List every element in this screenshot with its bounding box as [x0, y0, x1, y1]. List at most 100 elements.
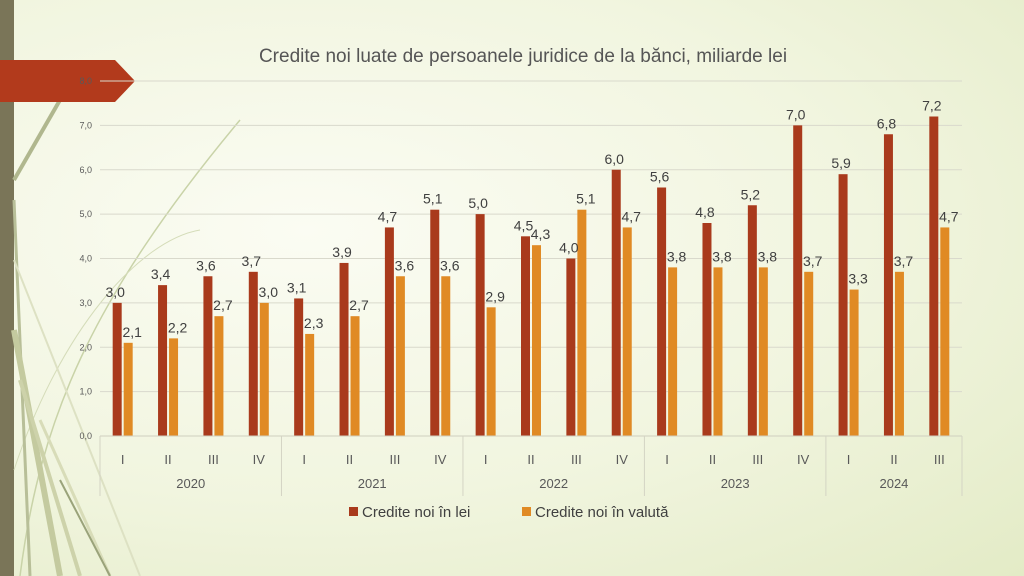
bar-lei: [883, 134, 893, 436]
data-label: 3,8: [712, 248, 732, 264]
data-label: 3,7: [894, 253, 914, 269]
bar-valuta: [804, 271, 814, 436]
legend-label: Credite noi în valută: [535, 504, 669, 521]
bar-valuta: [758, 267, 768, 436]
x-tick-label: III: [752, 452, 763, 467]
x-tick-label: III: [208, 452, 219, 467]
y-tick-label: 5,0: [79, 209, 92, 219]
data-label: 4,7: [622, 208, 642, 224]
data-labels: 3,0 2,1 3,4 2,2 3,6 2,7 3,7 3,0 3,1 2,3 3,9 2,7 4,7 3…: [105, 98, 958, 340]
bar-lei: [611, 169, 621, 436]
bar-lei: [294, 298, 304, 436]
data-label: 3,6: [196, 257, 216, 273]
x-year-label: 2020: [176, 476, 205, 491]
x-tick-label: I: [121, 452, 125, 467]
data-label: 2,7: [213, 297, 233, 313]
data-label: 3,3: [848, 271, 868, 287]
bar-valuta: [214, 316, 224, 436]
red-arrow-tab: [0, 60, 135, 102]
x-tick-label: III: [571, 452, 582, 467]
x-tick-label: II: [709, 452, 716, 467]
data-label: 3,6: [395, 257, 415, 273]
data-label: 4,7: [378, 208, 398, 224]
data-label: 5,1: [423, 191, 443, 207]
y-tick-label: 0,0: [79, 431, 92, 441]
data-label: 5,6: [650, 169, 670, 185]
x-year-label: 2023: [721, 476, 750, 491]
data-label: 5,0: [468, 195, 488, 211]
chart-title: Credite noi luate de persoanele juridice…: [259, 46, 787, 67]
data-label: 5,9: [831, 155, 851, 171]
bar-lei: [339, 262, 349, 436]
bar-valuta: [622, 227, 632, 436]
bar-lei: [475, 214, 485, 436]
data-label: 7,2: [922, 98, 942, 114]
x-tick-label: III: [389, 452, 400, 467]
data-label: 4,0: [559, 240, 579, 256]
y-tick-label: 6,0: [79, 165, 92, 175]
data-label: 4,7: [939, 208, 959, 224]
bar-valuta: [123, 342, 133, 436]
y-tick-label: 2,0: [79, 342, 92, 352]
bar-valuta: [350, 316, 360, 436]
bar-lei: [657, 187, 667, 436]
bar-valuta: [577, 209, 587, 436]
legend-swatch: [522, 507, 531, 516]
bar-valuta: [486, 307, 496, 436]
bar-lei: [203, 276, 213, 436]
data-label: 2,7: [349, 297, 369, 313]
bar-lei: [747, 205, 757, 436]
left-decor-band: [0, 0, 14, 576]
legend-swatch: [349, 507, 358, 516]
bar-valuta: [305, 333, 315, 436]
data-label: 6,8: [877, 115, 897, 131]
x-tick-label: IV: [797, 452, 810, 467]
y-tick-label: 4,0: [79, 254, 92, 264]
data-label: 3,1: [287, 279, 307, 295]
data-label: 3,9: [332, 244, 352, 260]
data-label: 6,0: [605, 151, 625, 167]
y-tick-label: 3,0: [79, 298, 92, 308]
data-label: 4,5: [514, 217, 534, 233]
bar-lei: [112, 302, 122, 436]
data-label: 3,7: [803, 253, 823, 269]
bar-valuta: [849, 289, 859, 436]
data-label: 3,0: [259, 284, 279, 300]
x-tick-label: I: [665, 452, 669, 467]
data-label: 5,2: [741, 186, 761, 202]
x-tick-label: III: [934, 452, 945, 467]
bar-valuta: [169, 338, 179, 436]
data-label: 3,8: [758, 248, 778, 264]
x-tick-label: I: [484, 452, 488, 467]
y-tick-label: 8,0: [79, 76, 92, 86]
data-label: 4,3: [531, 226, 551, 242]
bar-valuta: [441, 276, 451, 436]
bar-lei: [793, 125, 803, 436]
data-label: 3,7: [242, 253, 262, 269]
bar-valuta: [532, 245, 541, 436]
data-label: 3,6: [440, 257, 460, 273]
bar-lei: [158, 285, 168, 436]
x-tick-label: II: [890, 452, 897, 467]
bar-lei: [838, 174, 848, 436]
data-label: 3,4: [151, 266, 171, 282]
data-label: 2,3: [304, 315, 324, 331]
x-tick-label: IV: [253, 452, 266, 467]
y-tick-label: 1,0: [79, 387, 92, 397]
x-tick-label: II: [164, 452, 171, 467]
bar-valuta: [713, 267, 723, 436]
x-axis: I II III IV I II III IV I II III IV I II III IV I II III20…: [99, 435, 963, 496]
x-tick-label: IV: [616, 452, 629, 467]
legend: Credite noi în lei Credite noi în valută: [349, 504, 669, 521]
bar-lei: [521, 236, 530, 436]
x-tick-label: I: [302, 452, 306, 467]
y-tick-label: 7,0: [79, 120, 92, 130]
bars: [112, 116, 950, 436]
data-label: 7,0: [786, 106, 806, 122]
data-label: 4,8: [695, 204, 715, 220]
bar-lei: [566, 258, 576, 436]
gridlines: [100, 80, 962, 437]
bar-valuta: [668, 267, 678, 436]
data-label: 2,1: [122, 324, 142, 340]
bar-lei: [702, 223, 712, 436]
